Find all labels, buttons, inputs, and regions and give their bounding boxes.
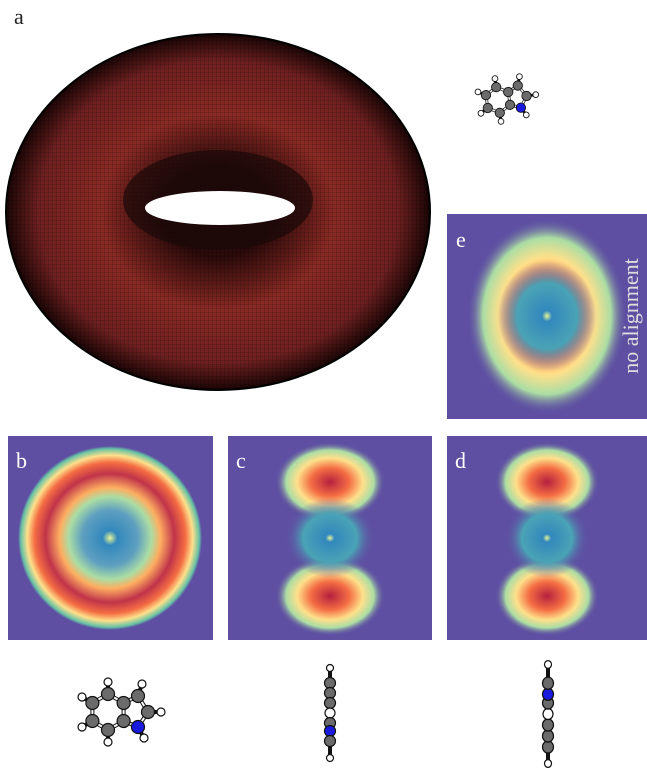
panel-label: b [16,448,27,473]
molecule-side [325,665,336,762]
annotation: no alignment [618,258,643,373]
panel-label: a [14,4,24,29]
molecule [473,70,542,127]
torus-hole [145,191,295,225]
heat-center [285,498,375,578]
molecule-side [543,661,554,768]
molecule [78,678,165,746]
heat-center [497,261,597,371]
panel-label: d [455,448,466,473]
panel-label: e [456,227,466,252]
figure: a e no alignment b c d [0,0,647,769]
heat-center [505,498,589,578]
panel-label: c [236,448,246,473]
heat-ring [18,446,202,630]
